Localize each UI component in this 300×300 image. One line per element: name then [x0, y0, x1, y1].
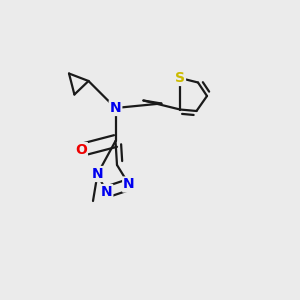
Text: N: N	[92, 167, 103, 181]
Text: N: N	[123, 178, 135, 191]
Text: S: S	[175, 71, 185, 85]
Text: O: O	[75, 143, 87, 157]
Text: N: N	[101, 185, 112, 199]
Text: N: N	[110, 101, 121, 115]
